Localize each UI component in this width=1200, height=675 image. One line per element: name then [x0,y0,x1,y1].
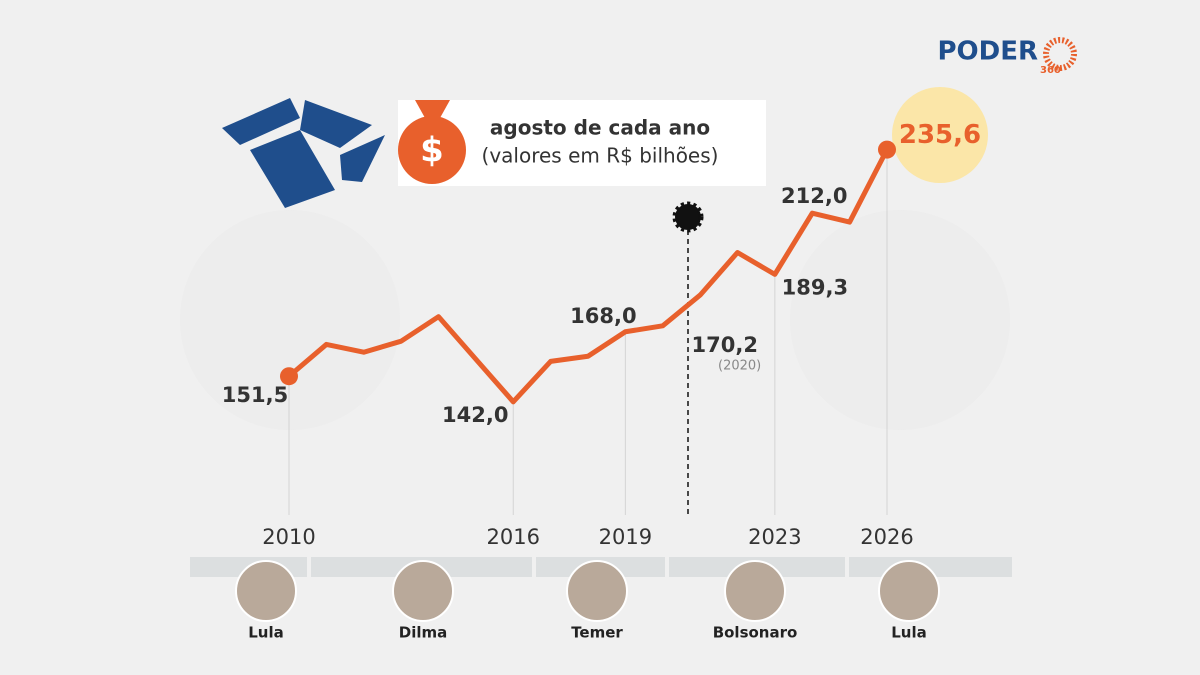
logo-shape [222,98,300,145]
bag [398,116,466,184]
x-tick-label: 2026 [860,525,913,549]
data-label: 212,0 [781,184,847,208]
president-name: Lula [248,624,284,642]
brand-sun [1043,37,1077,71]
data-label: 142,0 [442,403,508,427]
x-tick-label: 2016 [487,525,540,549]
portrait [392,560,454,622]
money-bag: $ [398,100,466,184]
president-name: Lula [891,624,927,642]
data-label: 170,2 [692,333,758,357]
decor [180,210,1010,430]
brand-name: PODER [937,37,1038,67]
bag-top [415,100,450,118]
data-label: 235,6 [899,120,981,150]
portrait [724,560,786,622]
annotation: (2020) [718,359,761,374]
data-label: 189,3 [782,275,848,299]
portrait [878,560,940,622]
logo-shape [250,130,335,208]
data-label: 168,0 [570,304,636,328]
x-tick-label: 2010 [262,525,315,549]
line [287,148,890,405]
dollar-icon: $ [420,131,444,171]
brand-number: 360 [1040,65,1061,76]
president-name: Dilma [399,624,448,642]
decor-circle [790,210,1010,430]
decor-circle [180,210,400,430]
logo [222,98,385,208]
point [878,140,896,159]
logo-shape [300,100,372,148]
x-tick-label: 2019 [599,525,652,549]
logo-shape [340,135,385,182]
president-name: Temer [571,624,623,642]
highlight-circle [892,87,988,183]
x-tick-label: 2023 [748,525,801,549]
president-name: Bolsonaro [713,624,798,642]
portrait [566,560,628,622]
data-label: 151,5 [222,383,288,407]
covid-icon [672,201,704,233]
header-line2: (valores em R$ bilhões) [482,144,719,168]
header-line1: agosto de cada ano [490,116,710,140]
portrait [235,560,297,622]
point [280,367,298,386]
